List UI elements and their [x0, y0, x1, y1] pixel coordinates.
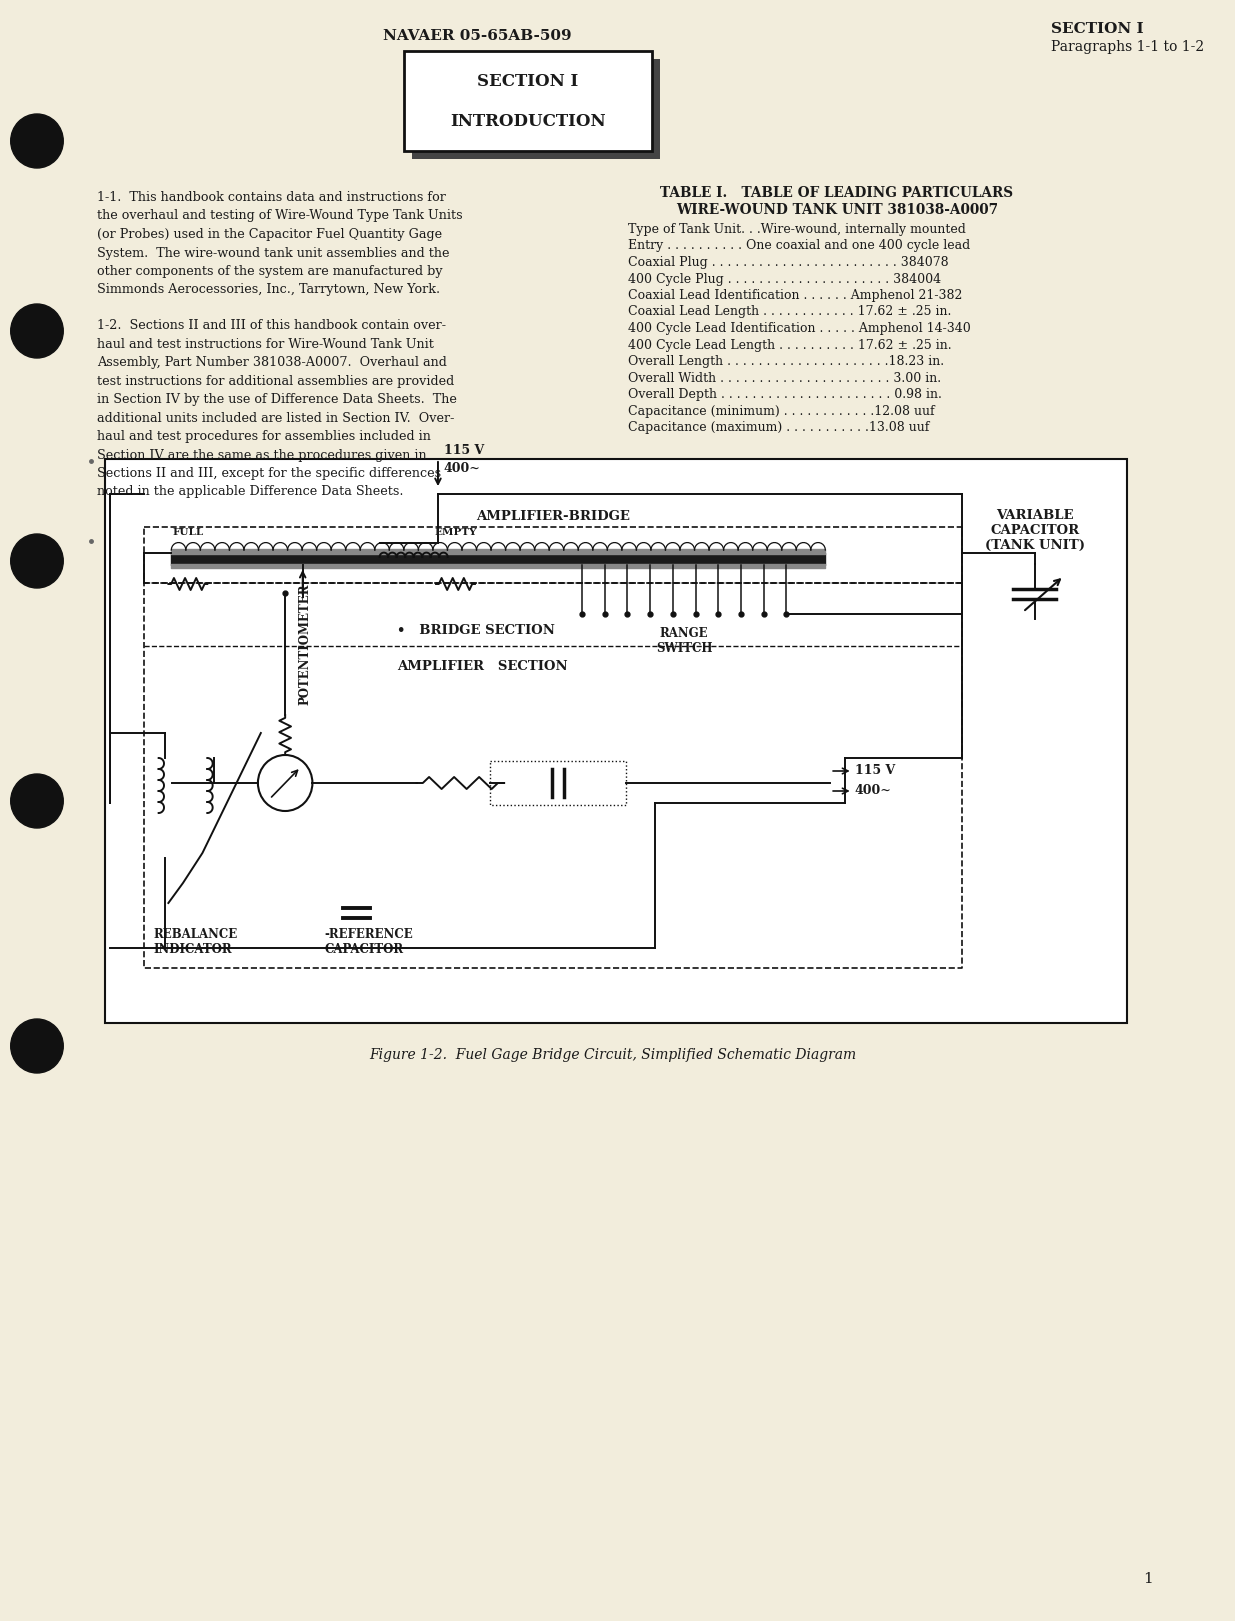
Bar — [105, 459, 1128, 1023]
Text: FULL: FULL — [172, 528, 204, 537]
Text: Capacitance (minimum) . . . . . . . . . . . .12.08 uuf: Capacitance (minimum) . . . . . . . . . … — [627, 405, 935, 418]
Text: 400~: 400~ — [855, 785, 892, 798]
Text: Type of Tank Unit. . .Wire-wound, internally mounted: Type of Tank Unit. . .Wire-wound, intern… — [627, 224, 966, 237]
Text: NAVAER 05-65AB-509: NAVAER 05-65AB-509 — [383, 29, 572, 44]
Text: Capacitance (maximum) . . . . . . . . . . .13.08 uuf: Capacitance (maximum) . . . . . . . . . … — [627, 421, 929, 434]
Text: 1-1.  This handbook contains data and instructions for
the overhaul and testing : 1-1. This handbook contains data and ins… — [98, 191, 463, 297]
Text: Coaxial Lead Length . . . . . . . . . . . . 17.62 ± .25 in.: Coaxial Lead Length . . . . . . . . . . … — [627, 305, 951, 318]
Circle shape — [11, 773, 63, 828]
Text: •   BRIDGE SECTION: • BRIDGE SECTION — [398, 624, 555, 637]
Circle shape — [11, 305, 63, 358]
Text: AMPLIFIER   SECTION: AMPLIFIER SECTION — [398, 660, 568, 673]
Text: 400 Cycle Lead Identification . . . . . Amphenol 14-340: 400 Cycle Lead Identification . . . . . … — [627, 323, 971, 336]
Text: Coaxial Plug . . . . . . . . . . . . . . . . . . . . . . . . 384078: Coaxial Plug . . . . . . . . . . . . . .… — [627, 256, 948, 269]
Bar — [411, 58, 659, 159]
Text: INTRODUCTION: INTRODUCTION — [451, 112, 606, 130]
Text: 115 V: 115 V — [443, 444, 484, 457]
Text: EMPTY: EMPTY — [435, 528, 477, 537]
Circle shape — [11, 1020, 63, 1073]
Bar — [404, 50, 652, 151]
Text: AMPLIFIER-BRIDGE: AMPLIFIER-BRIDGE — [475, 511, 630, 524]
Text: Figure 1-2.  Fuel Gage Bridge Circuit, Simplified Schematic Diagram: Figure 1-2. Fuel Gage Bridge Circuit, Si… — [369, 1049, 857, 1062]
Text: POTENTIOMETER: POTENTIOMETER — [298, 584, 311, 705]
Text: SECTION I: SECTION I — [478, 73, 579, 89]
Text: Overall Length . . . . . . . . . . . . . . . . . . . . .18.23 in.: Overall Length . . . . . . . . . . . . .… — [627, 355, 944, 368]
Text: 115 V: 115 V — [855, 765, 895, 778]
Text: SECTION I: SECTION I — [1051, 23, 1144, 36]
Text: TABLE I.   TABLE OF LEADING PARTICULARS: TABLE I. TABLE OF LEADING PARTICULARS — [661, 186, 1014, 199]
Text: 400 Cycle Lead Length . . . . . . . . . . 17.62 ± .25 in.: 400 Cycle Lead Length . . . . . . . . . … — [627, 339, 951, 352]
Circle shape — [11, 113, 63, 169]
Text: VARIABLE
CAPACITOR
(TANK UNIT): VARIABLE CAPACITOR (TANK UNIT) — [984, 509, 1084, 553]
Text: WIRE-WOUND TANK UNIT 381038-A0007: WIRE-WOUND TANK UNIT 381038-A0007 — [676, 203, 998, 217]
Text: 400~: 400~ — [443, 462, 480, 475]
Text: Paragraphs 1-1 to 1-2: Paragraphs 1-1 to 1-2 — [1051, 41, 1204, 53]
Text: -REFERENCE
CAPACITOR: -REFERENCE CAPACITOR — [324, 927, 412, 956]
Text: Coaxial Lead Identification . . . . . . Amphenol 21-382: Coaxial Lead Identification . . . . . . … — [627, 289, 962, 302]
Text: 400 Cycle Plug . . . . . . . . . . . . . . . . . . . . . 384004: 400 Cycle Plug . . . . . . . . . . . . .… — [627, 272, 941, 285]
Text: Entry . . . . . . . . . . One coaxial and one 400 cycle lead: Entry . . . . . . . . . . One coaxial an… — [627, 240, 969, 253]
Text: Overall Width . . . . . . . . . . . . . . . . . . . . . . 3.00 in.: Overall Width . . . . . . . . . . . . . … — [627, 371, 941, 384]
Text: REBALANCE
INDICATOR: REBALANCE INDICATOR — [154, 927, 238, 956]
Text: RANGE
SWITCH: RANGE SWITCH — [656, 627, 713, 655]
Text: Overall Depth . . . . . . . . . . . . . . . . . . . . . . 0.98 in.: Overall Depth . . . . . . . . . . . . . … — [627, 387, 941, 400]
Text: 1: 1 — [1144, 1572, 1153, 1585]
Text: 1-2.  Sections II and III of this handbook contain over-
haul and test instructi: 1-2. Sections II and III of this handboo… — [98, 319, 457, 499]
Circle shape — [11, 533, 63, 588]
